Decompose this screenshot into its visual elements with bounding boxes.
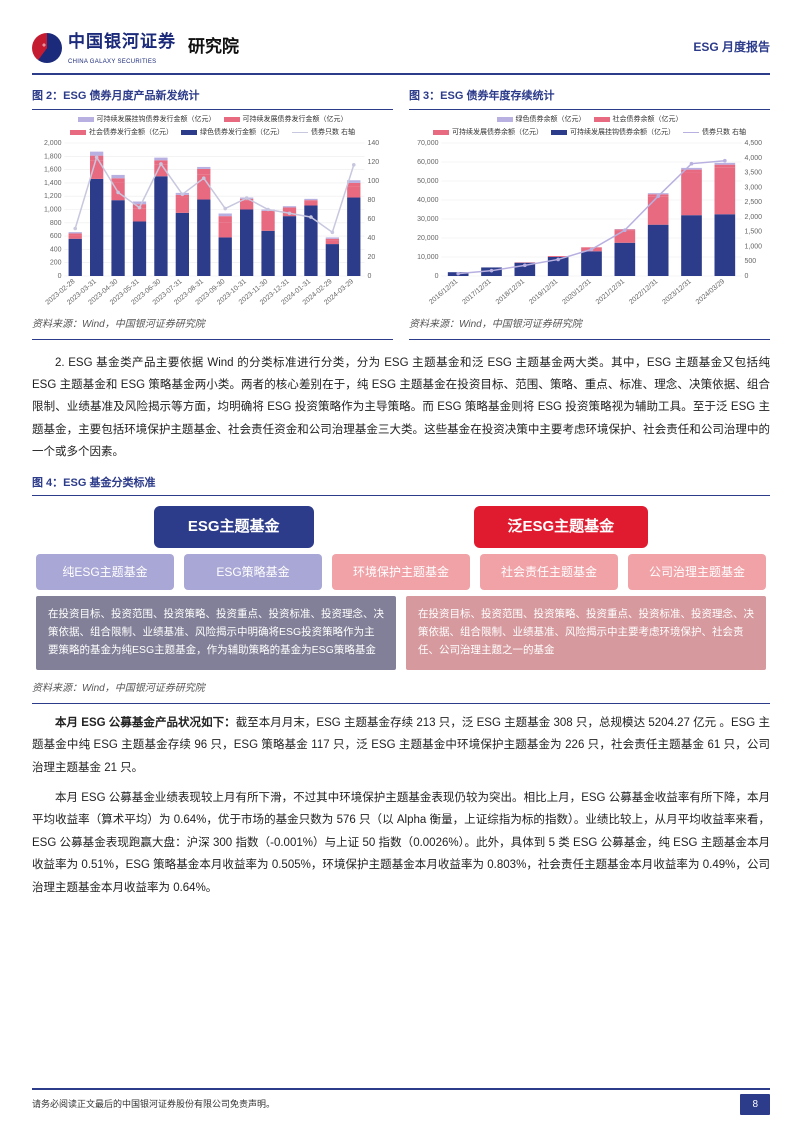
svg-text:40: 40 [368,235,376,242]
svg-text:1,000: 1,000 [44,206,62,213]
page-footer: 请务必阅读正文最后的中国银河证券股份有限公司免责声明。 8 [32,1088,770,1115]
page-header: 中国银河证券 CHINA GALAXY SECURITIES 研究院 ESG 月… [32,28,770,75]
figure-3-title: 图 3：ESG 债券年度存续统计 [409,85,770,110]
diagram-desc-right: 在投资目标、投资范围、投资策略、投资重点、投资标准、投资理念、决策依据、组合限制… [406,596,766,670]
legend-item: 绿色债券发行金额（亿元） [181,127,284,139]
svg-text:1,200: 1,200 [44,193,62,200]
svg-text:0: 0 [368,273,372,280]
svg-text:60: 60 [368,216,376,223]
figure-2-legend: 可持续发展挂钩债券发行金额（亿元） 可持续发展债券发行金额（亿元） 社会债券发行金额… [32,114,393,139]
legend-item: 可持续发展挂钩债券发行金额（亿元） [78,114,216,126]
figure-4-title: 图 4：ESG 基金分类标准 [32,472,770,497]
legend-item: 社会债券余额（亿元） [594,114,683,126]
figure-4-diagram: ESG主题基金 泛ESG主题基金 纯ESG主题基金 ESG策略基金环境保护主题基金… [32,500,770,677]
diagram-chip: 公司治理主题基金 [628,554,766,590]
legend-item: 绿色债券余额（亿元） [497,114,586,126]
figure-3-source: 资料来源：Wind，中国银河证券研究院 [409,314,770,340]
legend-item: 债券只数 右轴 [292,127,355,139]
figure-3-block: 图 3：ESG 债券年度存续统计 绿色债券余额（亿元）社会债券余额（亿元）可持续… [409,85,770,347]
legend-item: 可持续发展债券发行金额（亿元） [224,114,348,126]
brand-logo: 中国银河证券 CHINA GALAXY SECURITIES 研究院 [32,28,239,67]
brand-suffix: 研究院 [188,33,239,62]
footer-disclaimer: 请务必阅读正文最后的中国银河证券股份有限公司免责声明。 [32,1097,275,1112]
svg-text:2,000: 2,000 [745,213,763,220]
legend-item: 债券只数 右轴 [683,127,746,139]
svg-text:400: 400 [50,246,62,253]
svg-text:120: 120 [368,159,380,166]
svg-text:70,000: 70,000 [417,140,439,147]
svg-text:80: 80 [368,197,376,204]
svg-text:1,400: 1,400 [44,179,62,186]
diagram-chip: 环境保护主题基金 [332,554,470,590]
svg-text:2022/12/31: 2022/12/31 [628,278,659,306]
svg-text:20: 20 [368,254,376,261]
svg-text:1,000: 1,000 [745,243,763,250]
legend-item: 可持续发展债券余额（亿元） [433,127,543,139]
svg-text:500: 500 [745,258,757,265]
figure-2-source: 资料来源：Wind，中国银河证券研究院 [32,314,393,340]
svg-text:2021/12/31: 2021/12/31 [595,278,626,306]
svg-text:4,500: 4,500 [745,140,763,147]
figure-2-title: 图 2：ESG 债券月度产品新发统计 [32,85,393,110]
figure-3-chart: 0 10,000 20,000 30,000 40,000 50,000 60,000 70,… [409,139,770,314]
diagram-tab-esg: ESG主题基金 [154,506,314,548]
svg-text:20,000: 20,000 [417,235,439,242]
page-number: 8 [740,1094,770,1115]
diagram-chip: ESG策略基金 [184,554,322,590]
legend-item: 社会债券发行金额（亿元） [70,127,173,139]
svg-text:2017/12/31: 2017/12/31 [461,278,492,306]
figure-2-block: 图 2：ESG 债券月度产品新发统计 可持续发展挂钩债券发行金额（亿元）可持续发… [32,85,393,347]
svg-text:600: 600 [50,233,62,240]
para2-lead: 本月 ESG 公募基金产品状况如下： [55,717,236,729]
svg-text:140: 140 [368,140,380,147]
brand-en: CHINA GALAXY SECURITIES [68,57,176,67]
svg-text:4,000: 4,000 [745,154,763,161]
figure-3-legend: 绿色债券余额（亿元） 社会债券余额（亿元） 可持续发展债券余额（亿元） 可持续发展挂钩… [409,114,770,139]
charts-row-top: 图 2：ESG 债券月度产品新发统计 可持续发展挂钩债券发行金额（亿元）可持续发… [32,85,770,347]
svg-text:0: 0 [745,273,749,280]
diagram-desc-left: 在投资目标、投资范围、投资策略、投资重点、投资标准、投资理念、决策依据、组合限制… [36,596,396,670]
svg-text:2020/12/31: 2020/12/31 [561,278,592,306]
diagram-tab-pan-esg: 泛ESG主题基金 [474,506,649,548]
diagram-chip: 社会责任主题基金 [480,554,618,590]
paragraph-2: 本月 ESG 公募基金产品状况如下：截至本月月末，ESG 主题基金存续 213 … [32,712,770,779]
svg-text:2,500: 2,500 [745,199,763,206]
svg-text:0: 0 [435,273,439,280]
svg-text:30,000: 30,000 [417,216,439,223]
brand-cn: 中国银河证券 [68,28,176,57]
svg-text:2019/12/31: 2019/12/31 [528,278,559,306]
svg-text:2018/12/31: 2018/12/31 [495,278,526,306]
svg-text:100: 100 [368,178,380,185]
svg-text:2,000: 2,000 [44,140,62,147]
report-type: ESG 月度报告 [693,37,770,57]
svg-text:2024/03/29: 2024/03/29 [695,278,726,306]
svg-text:800: 800 [50,219,62,226]
svg-text:60,000: 60,000 [417,159,439,166]
diagram-chips: 纯ESG主题基金 ESG策略基金环境保护主题基金社会责任主题基金公司治理主题基金 [36,554,766,590]
svg-text:1,500: 1,500 [745,228,763,235]
paragraph-1: 2. ESG 基金类产品主要依据 Wind 的分类标准进行分类，分为 ESG 主… [32,352,770,464]
svg-text:40,000: 40,000 [417,197,439,204]
svg-text:2016/12/31: 2016/12/31 [428,278,459,306]
legend-item: 可持续发展挂钩债券余额（亿元） [551,127,675,139]
diagram-chip: 纯ESG主题基金 [36,554,174,590]
svg-text:200: 200 [50,259,62,266]
svg-text:0: 0 [58,273,62,280]
logo-icon [32,33,62,63]
svg-text:10,000: 10,000 [417,254,439,261]
figure-4-source: 资料来源：Wind，中国银河证券研究院 [32,678,770,704]
svg-text:1,800: 1,800 [44,153,62,160]
svg-text:1,600: 1,600 [44,166,62,173]
svg-text:50,000: 50,000 [417,178,439,185]
svg-text:3,000: 3,000 [745,184,763,191]
paragraph-3: 本月 ESG 公募基金业绩表现较上月有所下滑，不过其中环境保护主题基金表现仍较为… [32,787,770,899]
svg-text:2023/12/31: 2023/12/31 [661,278,692,306]
figure-2-chart: 02004006008001,0001,2001,4001,6001,8002,… [32,139,393,314]
svg-text:3,500: 3,500 [745,169,763,176]
